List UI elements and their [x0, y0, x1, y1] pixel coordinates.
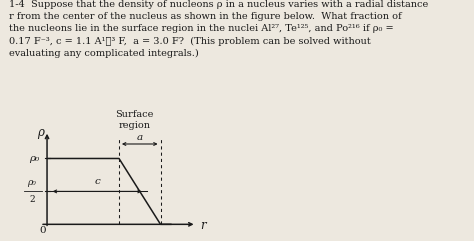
Text: Surface
region: Surface region: [115, 110, 154, 130]
Text: r: r: [201, 219, 206, 232]
Text: ρ₀: ρ₀: [27, 178, 36, 187]
Text: 2: 2: [29, 195, 35, 204]
Text: 1-4  Suppose that the density of nucleons ρ in a nucleus varies with a radial di: 1-4 Suppose that the density of nucleons…: [9, 0, 428, 58]
Text: c: c: [94, 177, 100, 186]
Text: 0: 0: [39, 226, 46, 235]
Text: a: a: [137, 133, 143, 142]
Text: ρ: ρ: [36, 126, 44, 139]
Text: ρ₀: ρ₀: [29, 154, 40, 163]
